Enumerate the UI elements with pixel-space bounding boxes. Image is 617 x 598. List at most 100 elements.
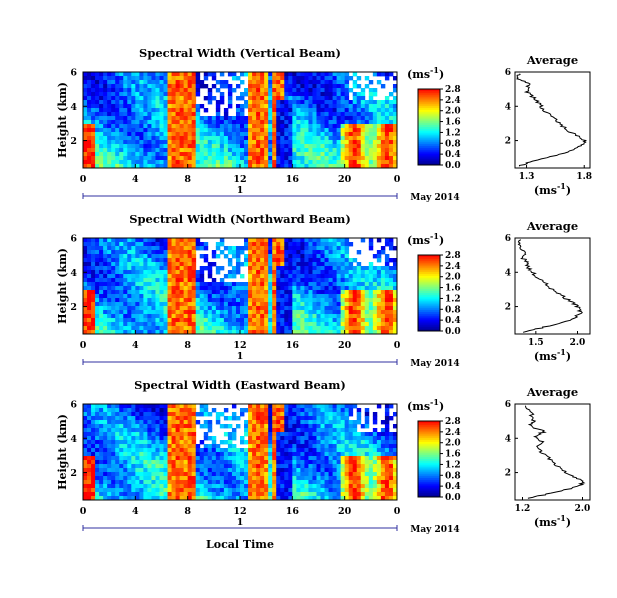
heatmap-cell [280, 326, 285, 331]
heatmap-cell [300, 80, 305, 85]
heatmap-cell [316, 322, 321, 327]
heatmap-cell [163, 104, 168, 109]
heatmap-cell [252, 108, 257, 113]
heatmap-cell [368, 330, 374, 335]
heatmap-cell [147, 84, 152, 89]
heatmap-cell [292, 278, 297, 283]
heatmap-cell [135, 436, 140, 441]
heatmap-cell [380, 132, 386, 137]
heatmap-cell [171, 108, 176, 113]
heatmap-cell [123, 72, 128, 77]
heatmap-cell [252, 444, 257, 449]
heatmap-cell [95, 318, 100, 323]
heatmap-cell [87, 326, 92, 331]
colorbar-swatch [418, 146, 440, 149]
heatmap-cell [248, 116, 253, 121]
heatmap-cell [147, 496, 152, 501]
heatmap-cell [364, 124, 370, 129]
heatmap-cell [288, 72, 293, 77]
heatmap-cell [384, 116, 390, 121]
heatmap-cell [320, 144, 325, 149]
heatmap-cell [167, 412, 172, 417]
heatmap-cell [107, 322, 112, 327]
heatmap-cell [187, 464, 193, 469]
heatmap-cell [372, 322, 378, 327]
heatmap-cell [260, 456, 265, 461]
heatmap-cell [256, 290, 261, 295]
heatmap-cell [252, 88, 257, 93]
heatmap-cell [187, 460, 193, 465]
heatmap-cell [320, 140, 325, 145]
heatmap-cell [231, 290, 237, 295]
heatmap-cell [187, 432, 193, 437]
heatmap-cell [256, 310, 261, 315]
heatmap-cell [211, 120, 217, 125]
heatmap-cell [107, 124, 112, 129]
heatmap-cell [127, 152, 132, 157]
heatmap-cell [107, 404, 112, 409]
colorbar-swatch [418, 262, 440, 265]
heatmap-cell [296, 468, 301, 473]
heatmap-cell [107, 108, 112, 113]
heatmap-cell [296, 464, 301, 469]
heatmap-cell [199, 440, 205, 445]
heatmap-cell [336, 318, 342, 323]
heatmap-cell [167, 164, 172, 169]
heatmap-cell [95, 72, 100, 77]
heatmap-cell [324, 128, 329, 133]
heatmap-cell [312, 294, 317, 299]
heatmap-cell [183, 496, 189, 501]
heatmap-cell [312, 112, 317, 117]
heatmap-cell [215, 254, 221, 259]
heatmap-cell [207, 262, 213, 267]
heatmap-cell [316, 120, 321, 125]
heatmap-cell [167, 160, 172, 165]
heatmap-cell [131, 420, 136, 425]
heatmap-cell [91, 108, 96, 113]
heatmap-cell [91, 464, 96, 469]
heatmap-cell [119, 72, 124, 77]
heatmap-cell [328, 148, 333, 153]
heatmap-cell [159, 246, 164, 251]
heatmap-cell [143, 492, 148, 497]
heatmap-cell [199, 144, 205, 149]
heatmap-cell [376, 330, 382, 335]
heatmap-cell [260, 302, 265, 307]
heatmap-cell [368, 246, 374, 251]
heatmap-cell [183, 278, 189, 283]
heatmap-cell [171, 88, 176, 93]
heatmap-cell [191, 144, 197, 149]
heatmap-cell [99, 80, 104, 85]
heatmap-cell [95, 144, 100, 149]
heatmap-cell [95, 104, 100, 109]
heatmap-cell [167, 250, 172, 255]
heatmap-cell [175, 80, 181, 85]
heatmap-cell [240, 152, 245, 157]
heatmap-cell [280, 140, 285, 145]
heatmap-cell [256, 128, 261, 133]
heatmap-cell [127, 330, 132, 335]
heatmap-cell [171, 262, 176, 267]
heatmap-cell [227, 468, 233, 473]
heatmap-cell [388, 164, 394, 169]
heatmap-cell [131, 92, 136, 97]
heatmap-cell [131, 270, 136, 275]
heatmap-cell [231, 488, 237, 493]
heatmap-cell [139, 262, 144, 267]
heatmap-cell [95, 424, 100, 429]
heatmap-cell [211, 322, 217, 327]
heatmap-cell [211, 484, 217, 489]
heatmap-cell [207, 148, 213, 153]
heatmap-cell [175, 464, 181, 469]
heatmap-cell [296, 408, 301, 413]
heatmap-cell [187, 80, 193, 85]
heatmap-cell [376, 286, 382, 291]
colorbar-swatch [418, 142, 440, 145]
heatmap-cell [320, 278, 325, 283]
heatmap-cell [372, 88, 378, 93]
heatmap-cell [115, 420, 120, 425]
heatmap-cell [244, 258, 249, 263]
heatmap-cell [227, 448, 233, 453]
heatmap-cell [171, 472, 176, 477]
